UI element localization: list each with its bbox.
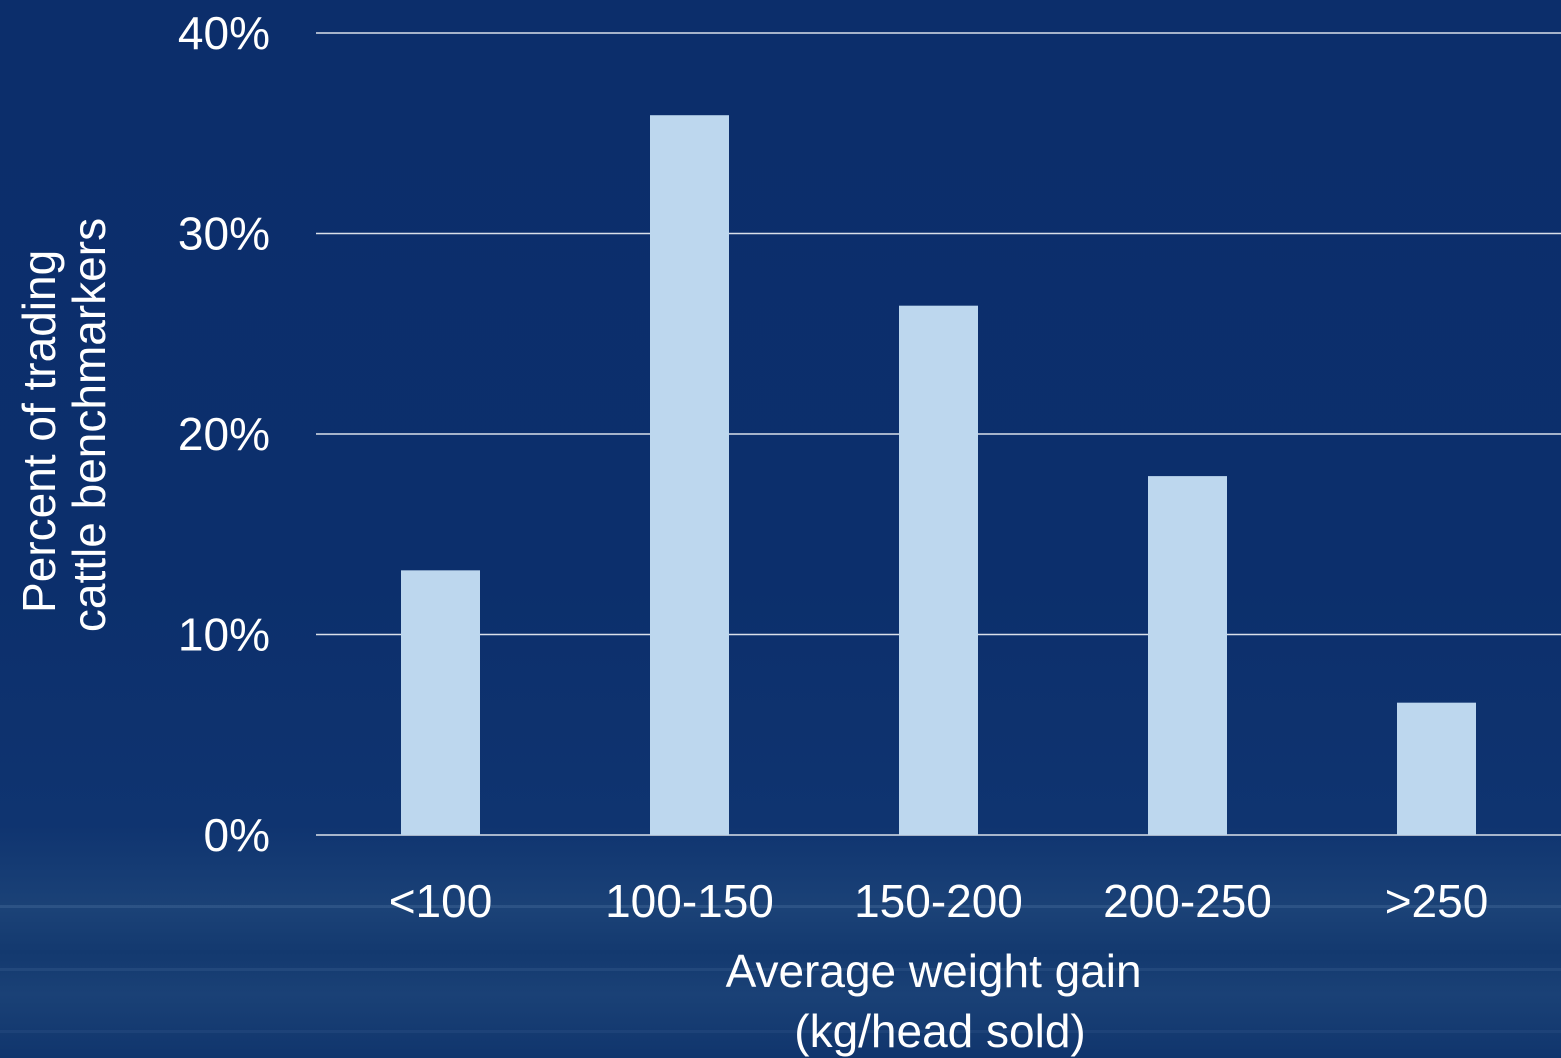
x-axis-title: Average weight gain (kg/head sold)	[726, 945, 1155, 1057]
bar	[899, 305, 978, 835]
y-axis-title-line-2: cattle benchmarkers	[63, 218, 115, 632]
y-tick-label: 0%	[204, 809, 270, 861]
bar	[1397, 702, 1476, 835]
y-tick-label: 40%	[178, 7, 270, 59]
y-tick-label: 20%	[178, 408, 270, 460]
x-tick-label: 200-250	[1103, 875, 1272, 927]
x-axis-title-line-1: Average weight gain	[726, 945, 1142, 997]
y-tick-label: 30%	[178, 208, 270, 260]
y-tick-label: 10%	[178, 609, 270, 661]
y-axis-title: Percent of trading cattle benchmarkers	[13, 218, 115, 632]
background-streak	[0, 1030, 1561, 1033]
bar	[650, 115, 729, 835]
y-tick-labels: 0% 10% 20% 30% 40%	[178, 7, 270, 861]
bars	[401, 115, 1476, 835]
x-tick-label: 100-150	[605, 875, 774, 927]
x-tick-label: <100	[389, 875, 493, 927]
bar	[1148, 476, 1227, 835]
background-streak	[0, 905, 1561, 908]
bar	[401, 570, 480, 835]
y-axis-title-line-1: Percent of trading	[13, 250, 65, 613]
x-axis-title-line-2: (kg/head sold)	[794, 1005, 1086, 1057]
background-streak	[0, 968, 1561, 971]
x-tick-label: 150-200	[854, 875, 1023, 927]
x-tick-label: >250	[1385, 875, 1489, 927]
x-tick-labels: <100 100-150 150-200 200-250 >250	[389, 875, 1489, 927]
